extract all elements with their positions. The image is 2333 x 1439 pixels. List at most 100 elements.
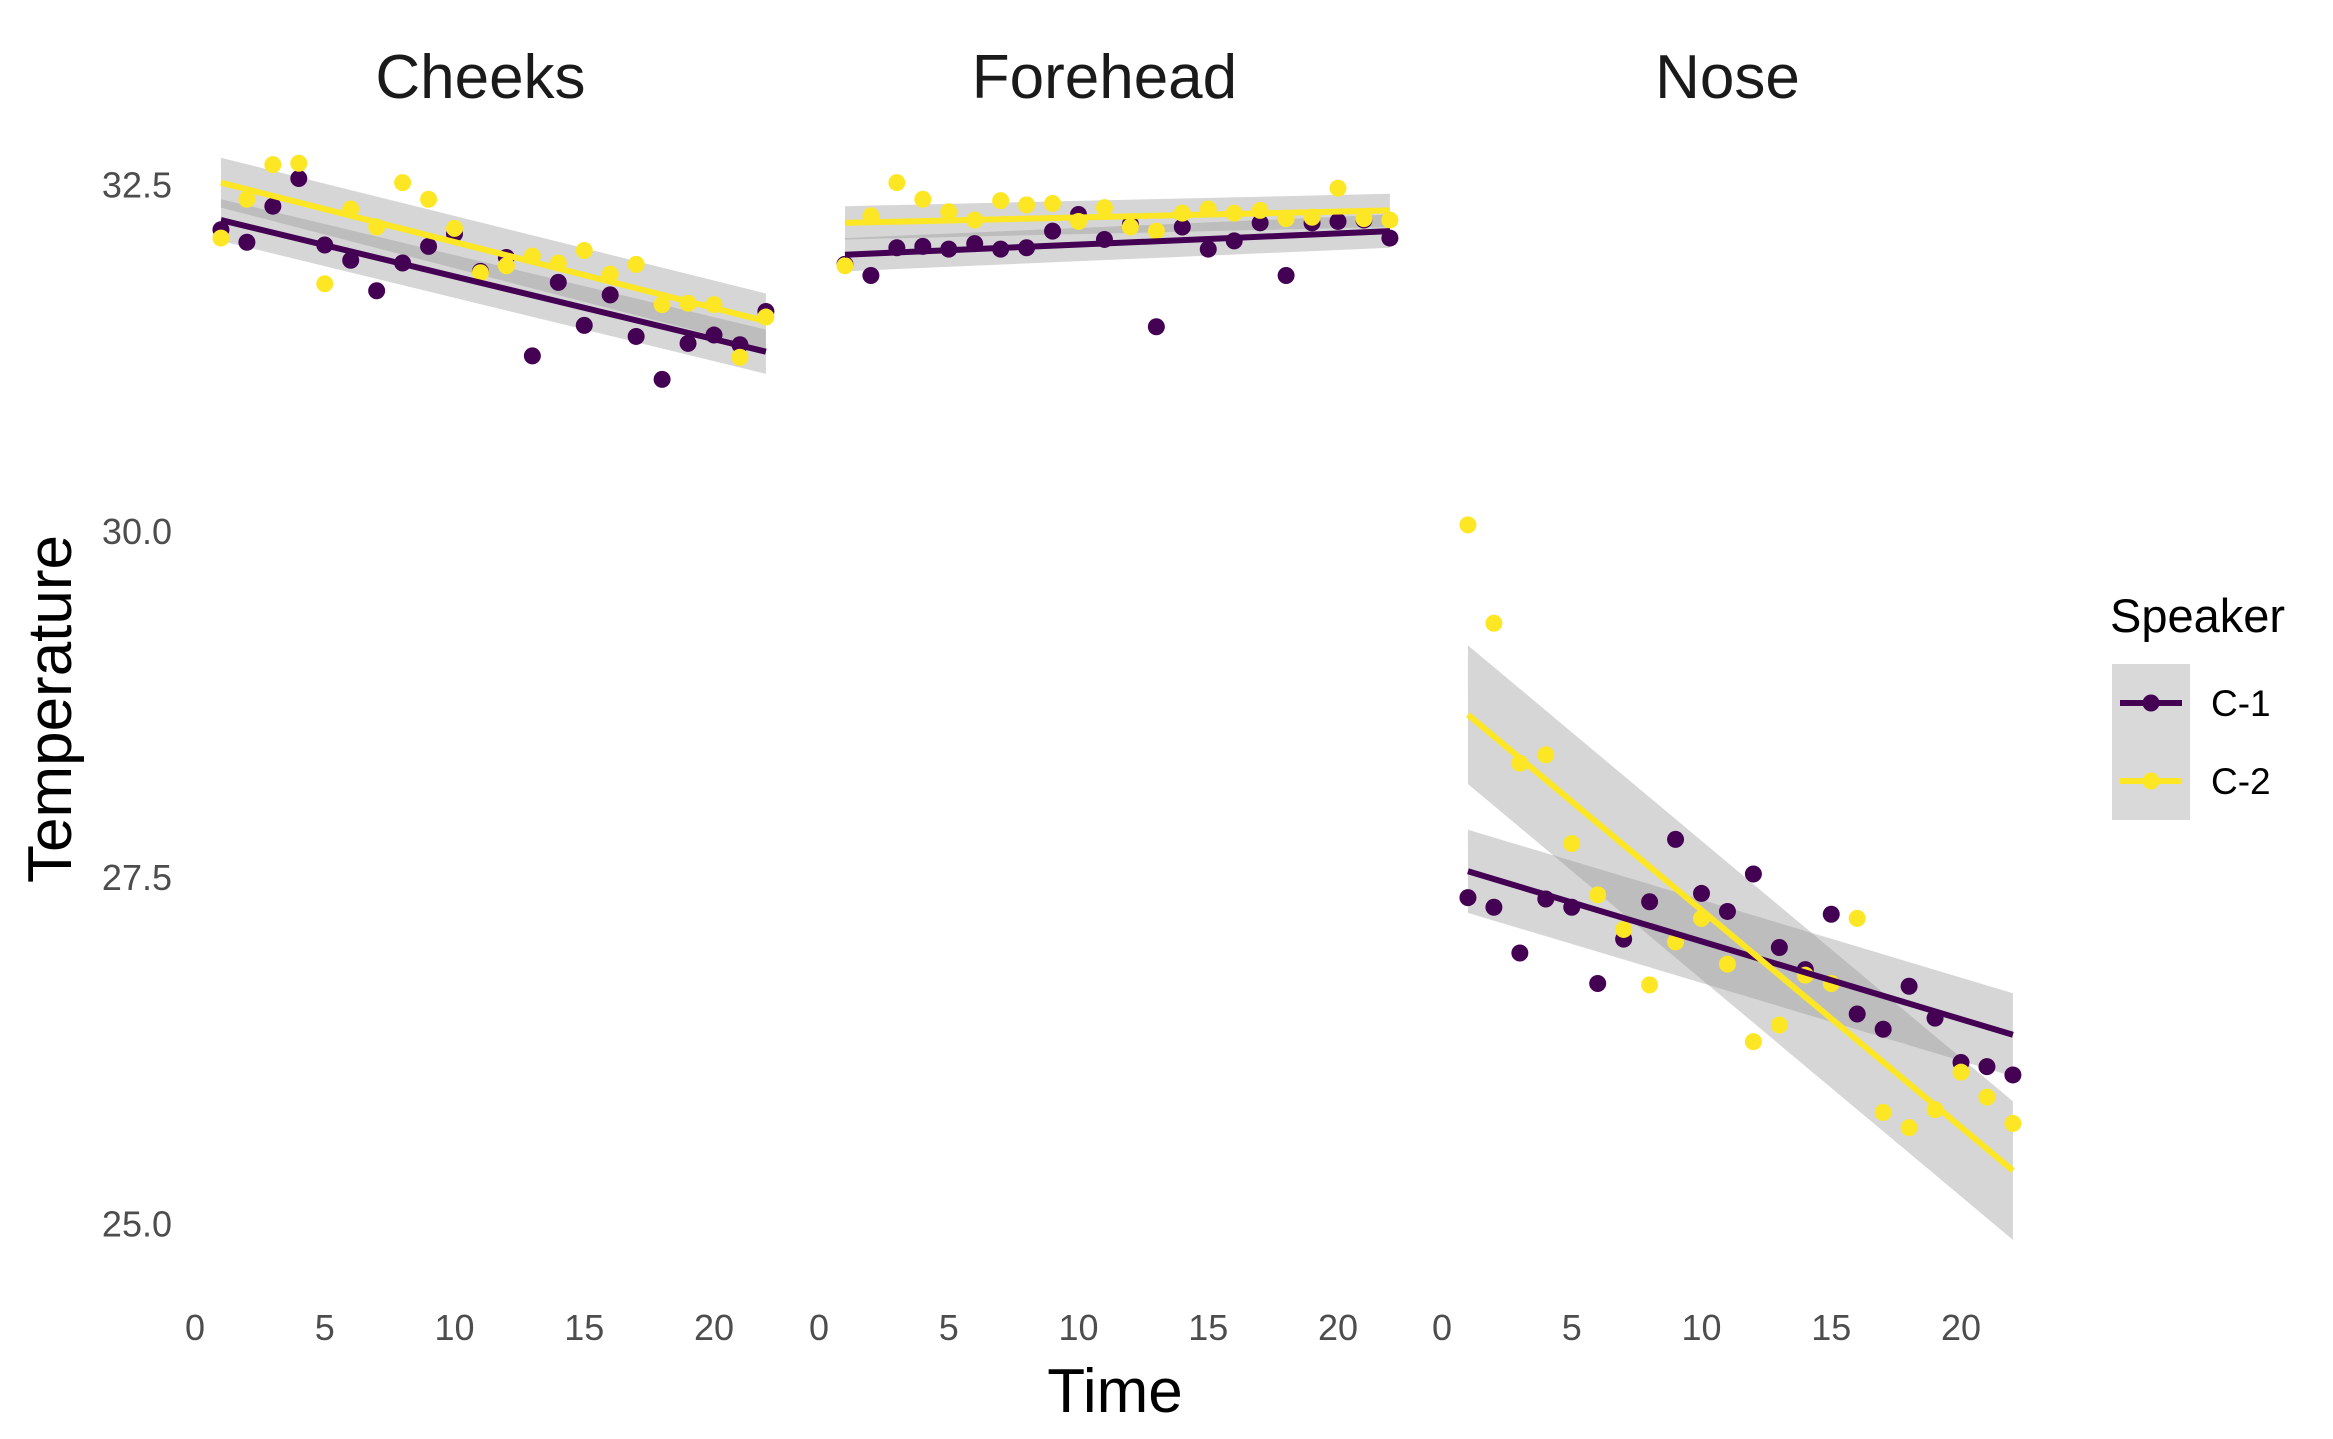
- y-tick-label: 25.0: [102, 1204, 172, 1245]
- data-point-c-2: [446, 219, 463, 237]
- data-point-c-1: [1641, 893, 1659, 911]
- legend-title: Speaker: [2110, 589, 2285, 642]
- data-point-c-2: [731, 348, 749, 366]
- panel-nose: Nose 0 5 10 15 20: [1432, 43, 2022, 1348]
- data-point-c-2: [1537, 746, 1555, 764]
- data-point-c-2: [1095, 199, 1113, 217]
- x-tick-label: 10: [1681, 1307, 1721, 1348]
- data-point-c-1: [264, 197, 282, 215]
- data-point-c-2: [627, 255, 645, 273]
- data-point-c-2: [1641, 976, 1659, 994]
- x-tick-label: 10: [434, 1307, 474, 1348]
- facet-title-cheeks: Cheeks: [375, 43, 585, 112]
- data-point-c-1: [1978, 1058, 1996, 1076]
- data-point-c-1: [523, 347, 541, 365]
- x-tick-label: 20: [694, 1307, 734, 1348]
- x-tick-label: 5: [1562, 1307, 1582, 1348]
- data-point-c-2: [1329, 179, 1347, 197]
- data-point-c-1: [1822, 905, 1840, 923]
- data-point-c-1: [2004, 1066, 2022, 1084]
- data-point-c-1: [1511, 944, 1529, 962]
- facet-title-nose: Nose: [1655, 43, 1800, 112]
- legend-key-background: [2112, 664, 2190, 820]
- data-point-c-2: [1615, 920, 1633, 938]
- data-point-c-2: [575, 242, 593, 260]
- data-point-c-1: [549, 273, 567, 291]
- data-point-c-1: [1459, 889, 1477, 907]
- data-point-c-2: [1900, 1119, 1918, 1137]
- data-point-c-2: [992, 192, 1010, 210]
- data-point-c-2: [471, 264, 489, 282]
- data-point-c-1: [1900, 977, 1918, 995]
- data-point-c-1: [420, 237, 438, 255]
- data-point-c-2: [1952, 1063, 1970, 1081]
- x-tick-label: 0: [185, 1307, 205, 1348]
- data-point-c-2: [420, 190, 438, 208]
- data-point-c-2: [836, 257, 854, 275]
- legend-item-c-1: C-1: [2120, 683, 2271, 724]
- data-point-c-1: [1693, 884, 1710, 902]
- data-point-c-2: [238, 190, 256, 208]
- y-axis: 25.0 27.5 30.0 32.5: [102, 164, 172, 1244]
- data-point-c-1: [1848, 1005, 1866, 1023]
- data-point-c-2: [2004, 1114, 2022, 1132]
- x-tick-label: 10: [1058, 1307, 1098, 1348]
- facet-panels: Cheeks 0 5 10 15 20 Forehead 0 5 10 15 20 Nose 0 5 10 15…: [185, 43, 2022, 1348]
- data-point-c-1: [1147, 318, 1165, 336]
- data-point-c-1: [1277, 266, 1295, 284]
- data-point-c-2: [1589, 886, 1607, 904]
- y-axis-title: Temperature: [16, 535, 85, 883]
- data-point-c-2: [940, 203, 958, 221]
- data-point-c-2: [1744, 1033, 1762, 1051]
- x-tick-label: 15: [1811, 1307, 1851, 1348]
- data-point-c-1: [342, 251, 360, 269]
- data-point-c-2: [1718, 955, 1736, 973]
- x-tick-label: 0: [1432, 1307, 1452, 1348]
- data-point-c-1: [1874, 1020, 1892, 1038]
- legend-label: C-2: [2211, 761, 2271, 802]
- x-axis-title: Time: [1047, 1357, 1182, 1426]
- data-point-c-2: [1485, 614, 1503, 632]
- data-point-c-2: [1018, 196, 1036, 214]
- data-point-c-1: [627, 327, 645, 345]
- data-point-c-2: [1459, 516, 1477, 534]
- x-tick-label: 5: [939, 1307, 959, 1348]
- data-point-c-1: [1718, 902, 1736, 920]
- data-point-c-1: [368, 282, 386, 300]
- data-point-c-2: [290, 154, 308, 172]
- legend: Speaker C-1 C-2: [2110, 589, 2285, 820]
- data-point-c-2: [1044, 194, 1062, 212]
- data-point-c-2: [1563, 835, 1581, 853]
- data-point-c-1: [238, 233, 256, 251]
- trend-line-c-1: [1467, 868, 2014, 1038]
- legend-point-swatch: [2142, 772, 2160, 790]
- data-point-c-2: [1874, 1103, 1892, 1121]
- data-point-c-2: [888, 174, 906, 192]
- data-point-c-2: [212, 229, 230, 247]
- legend-label: C-1: [2211, 683, 2271, 724]
- data-point-c-2: [1848, 909, 1866, 927]
- x-tick-label: 0: [809, 1307, 829, 1348]
- trend-line-c-1: [220, 217, 767, 355]
- data-point-c-2: [1147, 222, 1165, 240]
- trend-line-c-2: [844, 207, 1390, 226]
- data-point-c-2: [1770, 1016, 1788, 1034]
- data-point-c-2: [394, 174, 412, 192]
- data-point-c-1: [1329, 212, 1347, 230]
- y-tick-label: 27.5: [102, 857, 172, 898]
- data-point-c-1: [1251, 214, 1269, 232]
- legend-point-swatch: [2142, 694, 2160, 712]
- panel-cheeks: Cheeks 0 5 10 15 20: [185, 43, 775, 1348]
- data-point-c-2: [1121, 218, 1139, 236]
- data-point-c-1: [1044, 222, 1062, 240]
- data-point-c-1: [653, 370, 671, 388]
- data-point-c-1: [1589, 974, 1607, 992]
- data-point-c-1: [601, 286, 619, 304]
- x-tick-label: 15: [564, 1307, 604, 1348]
- trend-line-c-2: [220, 179, 767, 325]
- data-point-c-1: [1744, 865, 1762, 883]
- data-point-c-2: [1381, 211, 1399, 229]
- data-point-c-2: [914, 190, 932, 208]
- data-point-c-2: [316, 275, 334, 293]
